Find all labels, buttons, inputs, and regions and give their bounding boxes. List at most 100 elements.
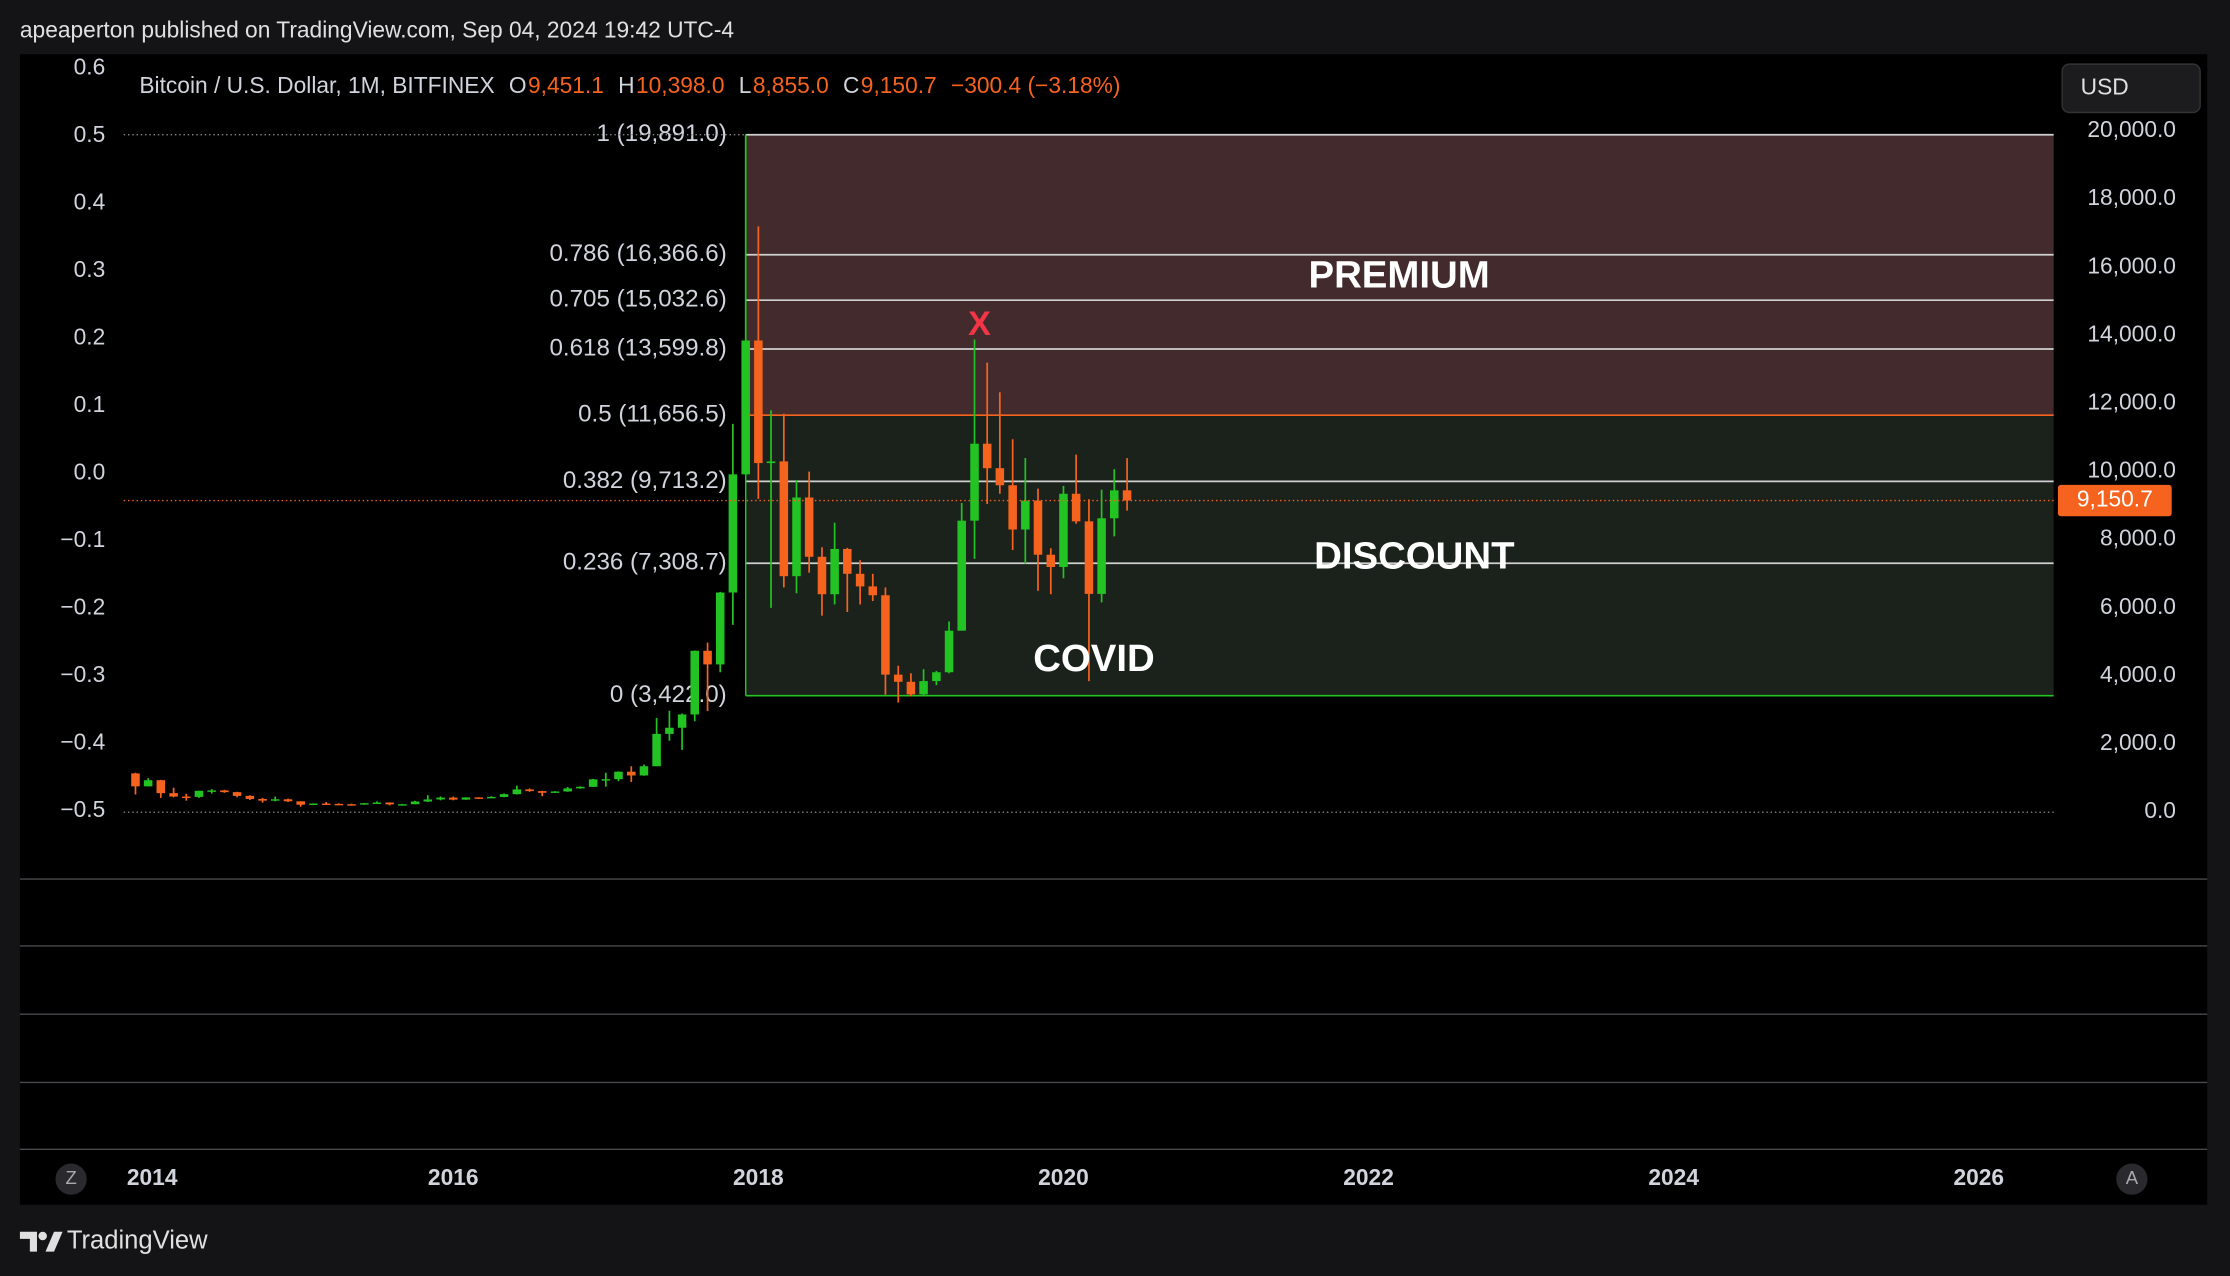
currency-label: USD <box>2081 73 2129 99</box>
candle-body <box>1084 521 1094 594</box>
candle-body <box>410 801 420 805</box>
x-tick-label: 2022 <box>1343 1164 1394 1190</box>
fib-label: 0.5 (11,656.5) <box>578 401 727 428</box>
a-label: A <box>2126 1167 2139 1188</box>
candle-body <box>614 771 623 780</box>
left-tick-label: −0.4 <box>60 728 105 754</box>
candle-body <box>982 443 992 469</box>
candle-body <box>334 803 344 806</box>
candle-body <box>601 779 611 781</box>
left-tick-label: −0.5 <box>60 796 105 822</box>
candle-body <box>944 630 954 673</box>
candle-body <box>245 795 255 799</box>
candle-body <box>677 714 687 728</box>
brand-logo <box>19 1231 63 1252</box>
candle-body <box>665 727 674 734</box>
candle-body <box>830 548 839 595</box>
candle-body <box>817 556 827 595</box>
candle-body <box>360 803 369 805</box>
z-label: Z <box>65 1167 76 1188</box>
brand: TradingView <box>67 1226 208 1254</box>
candle-body <box>296 801 305 805</box>
left-tick-label: 0.3 <box>74 256 106 282</box>
candle-body <box>347 804 356 806</box>
candle-body <box>169 793 178 797</box>
candle-body <box>131 773 140 787</box>
fib-label: 0.705 (15,032.6) <box>549 286 726 313</box>
candle-body <box>537 791 547 793</box>
candle-body <box>639 766 649 776</box>
candle-body <box>881 595 890 675</box>
candle-body <box>156 780 166 794</box>
x-tick-label: 2020 <box>1038 1164 1089 1190</box>
annotation: X <box>968 305 991 343</box>
candle-body <box>525 789 534 792</box>
annotation: PREMIUM <box>1308 254 1489 297</box>
candle-body <box>715 592 725 665</box>
candle-body <box>283 799 293 802</box>
legend-key: O <box>509 72 527 98</box>
candle-body <box>1122 490 1132 501</box>
candle-body <box>868 586 878 596</box>
candle-body <box>499 794 509 797</box>
candle-body <box>792 497 801 577</box>
a-button[interactable] <box>2116 1163 2148 1195</box>
candle-body <box>957 520 966 631</box>
candle-body <box>487 796 496 799</box>
logo-part <box>38 1231 47 1241</box>
y-tick-label: 10,000.0 <box>2087 457 2176 483</box>
left-tick-label: −0.3 <box>60 661 105 687</box>
legend-symbol: Bitcoin / U.S. Dollar, 1M, BITFINEX <box>139 72 494 98</box>
last-price-label: 9,150.7 <box>2077 486 2153 512</box>
x-tick-label: 2014 <box>127 1164 178 1190</box>
y-tick-label: 2,000.0 <box>2100 729 2176 755</box>
fib-label: 0.786 (16,366.6) <box>549 240 726 267</box>
candle-body <box>1046 554 1056 567</box>
candle-body <box>309 803 318 805</box>
candle-body <box>576 786 585 789</box>
candle-body <box>194 790 204 797</box>
candle-body <box>906 681 916 695</box>
candle-body <box>448 797 458 800</box>
candle-body <box>652 733 661 767</box>
candle-body <box>461 797 471 800</box>
candle-body <box>258 798 267 801</box>
legend-key: C <box>843 72 859 98</box>
candle-body <box>270 799 280 801</box>
candle-body <box>703 650 712 665</box>
candle-body <box>970 443 979 521</box>
z-button[interactable] <box>55 1163 87 1195</box>
candle-body <box>741 340 750 475</box>
left-tick-label: −0.2 <box>60 593 105 619</box>
candle-body <box>995 468 1005 486</box>
candle-body <box>372 802 382 804</box>
legend-change: −300.4 (−3.18%) <box>951 72 1120 98</box>
left-tick-label: 0.0 <box>74 458 106 484</box>
candle-body <box>855 573 865 587</box>
y-tick-label: 4,000.0 <box>2100 661 2176 687</box>
candle-body <box>207 790 217 792</box>
candle-body <box>932 672 941 682</box>
candle-body <box>1097 518 1106 594</box>
last-price-tag <box>2057 484 2172 517</box>
candle-body <box>423 799 433 802</box>
fib-label: 1 (19,891.0) <box>596 120 726 147</box>
candle-body <box>474 797 483 799</box>
candle-body <box>804 497 814 557</box>
y-tick-label: 8,000.0 <box>2100 525 2176 551</box>
legend-value: 9,451.1 <box>528 72 604 98</box>
y-tick-label: 0.0 <box>2144 797 2176 823</box>
candle-body <box>893 674 903 682</box>
fib-label: 0.382 (9,713.2) <box>563 467 727 494</box>
candle-body <box>143 780 153 787</box>
header: apeaperton published on TradingView.com,… <box>20 16 734 42</box>
legend: Bitcoin / U.S. Dollar, 1M, BITFINEX O 9,45… <box>139 72 1120 98</box>
candle-body <box>1071 493 1081 522</box>
y-tick-label: 20,000.0 <box>2087 116 2176 142</box>
left-tick-label: 0.6 <box>74 53 106 79</box>
currency-button[interactable] <box>2061 63 2201 114</box>
y-tick-label: 12,000.0 <box>2087 389 2176 415</box>
candle-body <box>232 792 242 796</box>
candle-body <box>220 790 229 793</box>
